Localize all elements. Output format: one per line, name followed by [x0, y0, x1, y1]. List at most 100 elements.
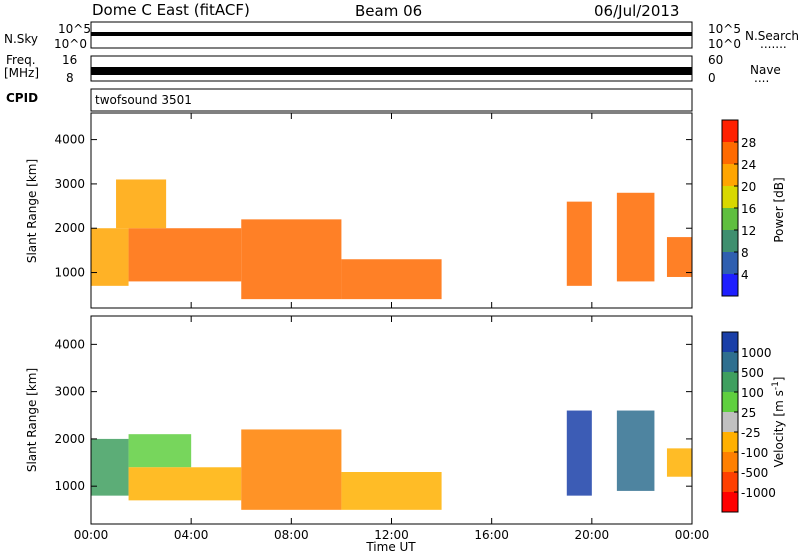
velocity-echo-region-7: [666, 448, 692, 477]
nave-label: Nave: [750, 63, 781, 77]
power-colorbar-ticks: 4 8 12 16 20 24 28: [734, 136, 756, 282]
velocity-colorbar-tick-label: -25: [741, 426, 761, 440]
velocity-colorbar-tick-label: 1000: [741, 346, 772, 360]
time-tick-label: 16:00: [474, 528, 509, 542]
power-y-tick-label: 3000: [54, 177, 85, 191]
velocity-colorbar-label-text: Velocity [m s: [772, 390, 786, 467]
date-title: 06/Jul/2013: [594, 2, 679, 20]
freq-tick-bottom: 8: [66, 71, 74, 85]
velocity-colorbar-swatch: [722, 332, 738, 352]
velocity-colorbar: 1000 500 100 25 -25 -100 -500 -1000 Velocity [m…: [721, 331, 786, 513]
time-tick-label: 04:00: [174, 528, 209, 542]
velocity-colorbar-tick-label: 500: [741, 366, 764, 380]
velocity-colorbar-tick-label: 25: [741, 406, 756, 420]
velocity-colorbar-swatch: [722, 372, 738, 392]
velocity-y-tick-label: 3000: [54, 385, 85, 399]
velocity-colorbar-tick-label: -100: [741, 446, 768, 460]
time-tick-label: 08:00: [274, 528, 309, 542]
power-x-ticks: [90, 113, 693, 308]
time-tick-label: 12:00: [374, 528, 409, 542]
nsearch-label: N.Search: [745, 29, 799, 43]
nsky-strip: N.Sky 10^5 10^0 N.Search ....... 10^5 10…: [4, 21, 799, 51]
velocity-colorbar-tick-label: -500: [741, 466, 768, 480]
cpid-strip: CPID twofsound 3501: [6, 88, 693, 112]
velocity-colorbar-swatch: [722, 472, 738, 492]
velocity-echo-region-5: [566, 410, 592, 496]
freq-label-line2: [MHz]: [4, 66, 39, 80]
velocity-echoes: [91, 410, 692, 510]
velocity-colorbar-tick-label: -1000: [741, 486, 776, 500]
freq-label-line1: Freq.: [6, 53, 36, 67]
nsky-tick-bottom: 10^0: [54, 37, 87, 51]
power-colorbar: 4 8 12 16 20 24 28 Power [dB]: [721, 119, 786, 297]
power-echo-region-1: [128, 228, 242, 282]
nsky-tick-top: 10^5: [58, 22, 91, 36]
power-echoes: [91, 179, 692, 300]
velocity-colorbar-swatches: [722, 332, 738, 512]
velocity-echo-region-2: [128, 467, 242, 501]
power-colorbar-tick-label: 12: [741, 224, 756, 238]
velocity-y-axis-label: Slant Range [km]: [25, 368, 39, 472]
velocity-colorbar-swatch: [722, 432, 738, 452]
velocity-colorbar-swatch: [722, 492, 738, 512]
power-echo-region-7: [666, 237, 692, 277]
cpid-frame: [90, 88, 693, 112]
nsearch-dots: .......: [760, 37, 787, 51]
velocity-colorbar-label: Velocity [m s-1]: [771, 377, 786, 468]
cpid-value: twofsound 3501: [95, 93, 192, 107]
power-y-tick-label: 2000: [54, 221, 85, 235]
freq-tick-top: 16: [62, 53, 77, 67]
power-colorbar-tick-label: 4: [741, 268, 749, 282]
freq-trace: [91, 67, 692, 75]
velocity-colorbar-label-sup: -1: [771, 381, 781, 390]
power-y-ticks: 1000 2000 3000 4000: [54, 133, 692, 280]
velocity-colorbar-swatch: [722, 412, 738, 432]
nave-tick-top: 60: [708, 53, 723, 67]
power-colorbar-swatch: [722, 142, 738, 164]
power-y-axis-label: Slant Range [km]: [25, 159, 39, 263]
nave-tick-bottom: 0: [708, 71, 716, 85]
nsearch-tick-top: 10^5: [708, 22, 741, 36]
power-echo-region-5: [566, 201, 592, 286]
velocity-colorbar-label-close: ]: [772, 377, 786, 382]
power-colorbar-swatch: [722, 164, 738, 186]
power-colorbar-tick-label: 16: [741, 202, 756, 216]
power-colorbar-tick-label: 28: [741, 136, 756, 150]
power-colorbar-swatch: [722, 252, 738, 274]
velocity-y-tick-label: 2000: [54, 432, 85, 446]
power-colorbar-tick-label: 24: [741, 158, 756, 172]
nsearch-tick-bottom: 10^0: [708, 37, 741, 51]
power-echo-region-3: [241, 219, 342, 300]
velocity-echo-region-4: [341, 472, 442, 510]
velocity-y-ticks: 1000 2000 3000 4000: [54, 337, 692, 493]
power-colorbar-swatch: [722, 120, 738, 142]
power-colorbar-swatch: [722, 186, 738, 208]
velocity-colorbar-swatch: [722, 352, 738, 372]
power-colorbar-swatch: [722, 274, 738, 296]
time-axis-label: Time UT: [365, 540, 416, 554]
velocity-x-ticks: 00:00 04:00 08:00 12:00 16:00 20:00 00:00: [74, 316, 709, 542]
power-y-tick-label: 4000: [54, 133, 85, 147]
velocity-colorbar-swatch: [722, 392, 738, 412]
velocity-colorbar-frame: [721, 331, 739, 513]
cpid-label: CPID: [6, 91, 38, 105]
velocity-colorbar-swatch: [722, 452, 738, 472]
power-colorbar-swatch: [722, 230, 738, 252]
power-colorbar-swatches: [722, 120, 738, 296]
power-colorbar-tick-label: 20: [741, 180, 756, 194]
velocity-y-tick-label: 4000: [54, 337, 85, 351]
velocity-echo-region-1: [128, 434, 192, 468]
velocity-panel: 1000 2000 3000 4000 00:00 04:00 08:00 12:00 16:…: [25, 315, 709, 542]
power-echo-region-6: [616, 192, 655, 282]
power-echo-region-0: [91, 228, 129, 286]
beam-title: Beam 06: [355, 2, 422, 20]
power-echo-region-4: [341, 259, 442, 300]
power-y-tick-label: 1000: [54, 266, 85, 280]
nave-dots: ....: [754, 71, 769, 85]
velocity-y-tick-label: 1000: [54, 479, 85, 493]
time-tick-label: 00:00: [74, 528, 109, 542]
freq-strip: Freq. [MHz] 16 8 60 0 Nave ....: [4, 53, 781, 85]
power-panel: 1000 2000 3000 4000 Slant Range [km]: [25, 112, 693, 309]
velocity-colorbar-tick-label: 100: [741, 386, 764, 400]
